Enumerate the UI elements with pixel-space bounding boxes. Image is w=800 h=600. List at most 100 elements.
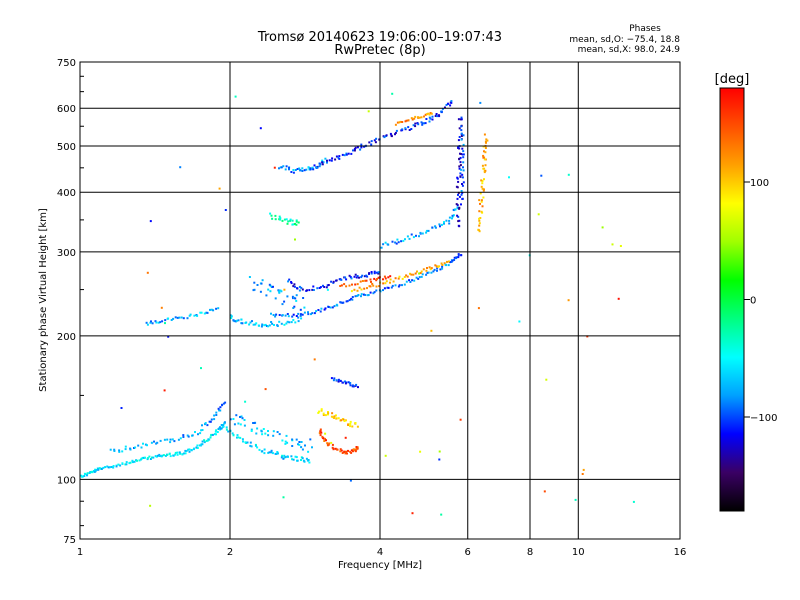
data-point	[285, 434, 288, 437]
data-point	[366, 275, 369, 278]
noise-point	[283, 288, 286, 291]
data-point	[256, 427, 259, 430]
data-point	[335, 417, 338, 420]
data-point	[263, 452, 266, 455]
noise-point	[282, 457, 285, 460]
y-tick-label: 100	[57, 475, 76, 486]
data-point	[154, 455, 157, 458]
data-point	[181, 453, 184, 456]
data-point	[129, 448, 132, 451]
data-point	[256, 284, 259, 286]
data-point	[193, 447, 195, 450]
data-point	[323, 286, 326, 288]
data-point	[196, 314, 199, 317]
data-point	[188, 314, 191, 317]
data-point	[267, 451, 270, 454]
data-point	[252, 422, 255, 424]
data-point	[412, 124, 415, 127]
data-point	[321, 161, 324, 164]
data-point	[253, 288, 256, 291]
data-point	[336, 304, 339, 307]
data-point	[481, 164, 484, 167]
data-point	[179, 437, 182, 440]
noise-point	[264, 388, 267, 391]
data-point	[332, 448, 335, 451]
data-point	[301, 313, 304, 316]
data-point	[153, 440, 155, 443]
data-point	[414, 122, 417, 125]
data-point	[354, 422, 357, 424]
data-point	[138, 459, 141, 462]
data-point	[445, 104, 448, 106]
data-point	[452, 208, 455, 211]
data-point	[293, 305, 296, 308]
data-point	[395, 129, 398, 132]
data-point	[311, 166, 314, 169]
data-point	[392, 280, 395, 283]
colorbar-tick-label: −100	[750, 413, 777, 424]
data-point	[432, 270, 435, 273]
data-point	[425, 231, 428, 234]
data-point	[383, 136, 386, 139]
data-point	[161, 454, 164, 457]
data-point	[327, 306, 330, 308]
data-point	[239, 436, 242, 439]
data-point	[121, 450, 124, 453]
data-point	[335, 155, 338, 158]
data-point	[281, 314, 284, 317]
data-point	[353, 149, 356, 152]
data-point	[240, 415, 243, 418]
data-point	[292, 169, 295, 171]
data-point	[303, 460, 306, 463]
data-point	[321, 163, 324, 166]
data-point	[369, 285, 372, 288]
data-point	[235, 319, 238, 322]
data-point	[408, 129, 411, 131]
data-point	[317, 411, 320, 414]
data-point	[265, 325, 268, 327]
data-point	[383, 287, 386, 290]
data-point	[284, 456, 287, 459]
data-point	[332, 280, 335, 283]
data-point	[479, 192, 482, 195]
data-point	[174, 451, 177, 454]
data-point	[343, 283, 346, 286]
data-point	[458, 165, 461, 168]
data-point	[236, 436, 238, 439]
data-point	[278, 314, 281, 316]
data-point	[145, 321, 148, 324]
data-point	[356, 446, 359, 449]
data-point	[260, 282, 263, 285]
data-point	[196, 447, 199, 449]
data-point	[154, 320, 157, 323]
data-point	[382, 243, 385, 246]
data-point	[478, 217, 481, 220]
data-point	[403, 283, 406, 286]
data-point	[457, 253, 460, 256]
data-point	[484, 147, 487, 149]
data-point	[343, 154, 346, 157]
data-point	[278, 320, 281, 323]
data-point	[415, 276, 418, 279]
data-point	[454, 208, 457, 211]
data-point	[478, 219, 481, 222]
noise-point	[160, 306, 163, 309]
data-point	[339, 301, 342, 304]
data-point	[333, 305, 336, 308]
data-point	[331, 306, 334, 309]
data-point	[201, 440, 204, 443]
y-tick-label: 500	[57, 142, 76, 153]
data-point	[297, 320, 300, 323]
data-point	[319, 430, 322, 433]
data-point	[278, 215, 281, 218]
data-point	[267, 325, 270, 328]
data-point	[451, 214, 454, 217]
data-point	[484, 140, 487, 143]
data-point	[300, 459, 302, 461]
data-point	[438, 223, 441, 226]
data-point	[194, 431, 196, 433]
data-point	[482, 156, 485, 159]
data-point	[296, 287, 299, 290]
data-point	[231, 432, 234, 435]
data-point	[119, 464, 122, 467]
